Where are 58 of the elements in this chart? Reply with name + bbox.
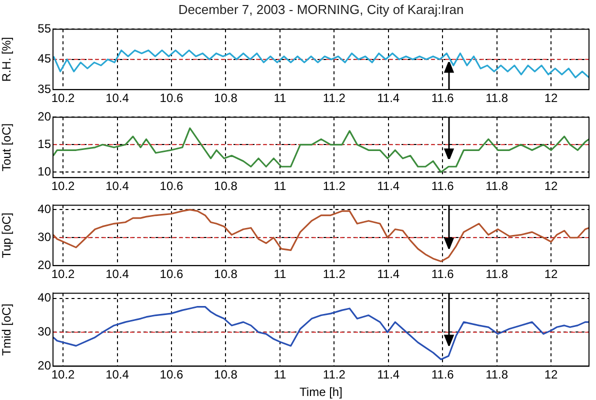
x-tick-label: 11.6 bbox=[431, 91, 454, 106]
x-tick-label: 11.4 bbox=[377, 368, 400, 382]
x-tick-label: 11 bbox=[274, 179, 286, 194]
x-tick-label: 11.8 bbox=[486, 267, 508, 282]
x-tick-label: 12 bbox=[544, 368, 558, 382]
x-tick-label: 10.8 bbox=[214, 91, 238, 106]
x-tick-label: 10.6 bbox=[160, 179, 184, 194]
x-tick-label: 12 bbox=[544, 267, 558, 282]
x-tick-label: 10.8 bbox=[214, 267, 238, 282]
x-tick-label: 10.2 bbox=[51, 267, 76, 282]
x-tick-label: 10.8 bbox=[214, 179, 238, 194]
x-tick-label: 10.8 bbox=[214, 368, 238, 382]
y-axis-title: R.H. [%] bbox=[0, 37, 14, 82]
x-tick-label: 11.4 bbox=[377, 91, 400, 106]
y-tick-label: 55 bbox=[38, 22, 52, 36]
x-tick-label: 10.4 bbox=[106, 267, 130, 282]
x-tick-label: 11 bbox=[274, 368, 286, 382]
y-tick-label: 35 bbox=[38, 82, 52, 96]
x-tick-label: 11 bbox=[274, 267, 286, 282]
x-tick-label: 10.4 bbox=[106, 368, 130, 382]
x-tick-label: 10.2 bbox=[51, 91, 76, 106]
x-tick-label: 12 bbox=[544, 179, 558, 194]
y-tick-label: 10 bbox=[38, 164, 52, 178]
x-tick-label: 10.4 bbox=[106, 179, 130, 194]
x-tick-label: 11.6 bbox=[431, 179, 454, 194]
x-tick-label: 11.8 bbox=[486, 179, 508, 194]
chart-title: December 7, 2003 - MORNING, City of Karaj:Iran bbox=[177, 2, 465, 17]
y-tick-label: 15 bbox=[38, 136, 52, 151]
y-axis-title: Tout [oC] bbox=[0, 123, 14, 172]
x-tick-label: 11.6 bbox=[431, 368, 454, 382]
x-tick-label: 11.8 bbox=[486, 368, 508, 382]
y-tick-label: 40 bbox=[38, 202, 52, 216]
x-tick-label: 10.6 bbox=[160, 91, 184, 106]
x-tick-label: 11.4 bbox=[377, 267, 400, 282]
x-tick-label: 11.6 bbox=[431, 267, 454, 282]
x-tick-label: 11.2 bbox=[322, 91, 346, 106]
x-tick-label: 11.2 bbox=[322, 267, 346, 282]
x-tick-label: 10.2 bbox=[51, 179, 76, 194]
y-tick-label: 20 bbox=[38, 110, 52, 124]
y-tick-label: 40 bbox=[38, 290, 52, 305]
x-axis-title: Time [h] bbox=[300, 385, 342, 400]
x-tick-label: 11.4 bbox=[377, 179, 400, 194]
y-tick-label: 30 bbox=[38, 324, 52, 339]
x-tick-label: 11.8 bbox=[486, 91, 508, 106]
x-tick-label: 11.2 bbox=[322, 179, 346, 194]
x-tick-label: 10.2 bbox=[51, 368, 76, 382]
y-axis-title: Tup [oC] bbox=[0, 212, 14, 258]
x-tick-label: 12 bbox=[544, 91, 558, 106]
x-tick-label: 10.6 bbox=[160, 368, 184, 382]
y-tick-label: 20 bbox=[38, 358, 52, 373]
y-tick-label: 20 bbox=[38, 258, 52, 272]
x-tick-label: 10.6 bbox=[160, 267, 184, 282]
x-tick-label: 10.4 bbox=[106, 91, 130, 106]
x-tick-label: 11 bbox=[274, 91, 286, 106]
y-axis-title: Tmid [oC] bbox=[0, 304, 14, 356]
y-tick-label: 30 bbox=[38, 230, 52, 244]
x-tick-label: 11.2 bbox=[322, 368, 346, 382]
y-tick-label: 45 bbox=[38, 52, 52, 66]
